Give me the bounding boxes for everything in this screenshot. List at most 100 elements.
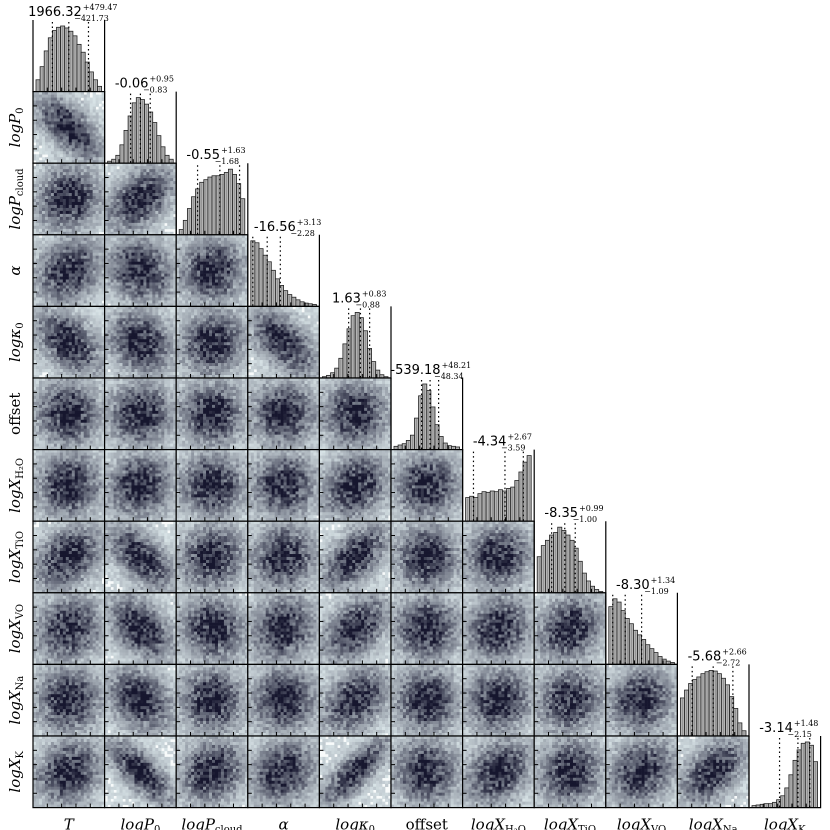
density-cell: [137, 249, 141, 253]
density-cell: [101, 199, 105, 203]
density-cell: [47, 267, 52, 271]
density-cell: [149, 261, 153, 265]
density-cell: [89, 201, 93, 206]
density-cell: [68, 175, 73, 179]
density-cell: [101, 366, 105, 370]
density-cell: [119, 291, 123, 295]
density-cell: [53, 103, 58, 107]
density-cell: [44, 199, 49, 203]
density-cell: [47, 243, 52, 248]
density-cell: [44, 306, 49, 310]
density-cell: [161, 342, 165, 346]
density-cell: [56, 372, 61, 376]
density-cell: [74, 225, 79, 230]
density-cell: [238, 312, 243, 316]
density-cell: [50, 115, 55, 119]
density-cell: [53, 264, 58, 268]
density-cell: [188, 297, 192, 301]
density-cell: [50, 112, 55, 116]
density-cell: [77, 91, 82, 95]
density-cell: [35, 115, 40, 119]
density-cell: [92, 133, 96, 137]
density-cell: [38, 109, 43, 113]
density-cell: [89, 321, 93, 325]
density-cell: [241, 312, 246, 316]
density-cell: [200, 234, 204, 239]
density-cell: [110, 264, 114, 268]
density-cell: [92, 312, 96, 316]
density-cell: [56, 300, 61, 304]
density-cell: [152, 324, 156, 328]
density-cell: [86, 187, 90, 191]
density-cell: [173, 175, 177, 179]
density-cell: [134, 216, 138, 221]
density-cell: [214, 309, 219, 313]
density-cell: [65, 199, 70, 203]
density-cell: [92, 115, 96, 119]
density-cell: [241, 237, 246, 242]
density-cell: [122, 225, 126, 230]
density-cell: [56, 196, 61, 200]
density-cell: [155, 294, 159, 298]
density-cell: [62, 157, 67, 161]
density-cell: [229, 297, 234, 301]
density-cell: [53, 133, 58, 137]
density-cell: [173, 297, 177, 301]
density-cell: [116, 246, 120, 251]
density-cell: [152, 163, 156, 167]
density-cell: [56, 157, 61, 161]
density-cell: [44, 91, 49, 95]
density-cell: [92, 267, 96, 271]
density-cell: [101, 375, 105, 379]
density-cell: [167, 300, 171, 304]
density-cell: [155, 210, 159, 215]
density-cell: [95, 258, 99, 262]
density-cell: [98, 276, 102, 280]
density-cell: [83, 118, 87, 122]
density-cell: [125, 366, 129, 370]
density-cell: [68, 172, 73, 176]
density-cell: [65, 139, 70, 143]
param-title-T: 1966.32+479.47 −421.73: [28, 3, 117, 23]
density-cell: [161, 207, 165, 212]
density-cell: [71, 363, 76, 367]
density-cell: [137, 321, 141, 325]
density-cell: [68, 154, 73, 158]
density-cell: [41, 351, 46, 355]
density-cell: [95, 148, 99, 152]
density-cell: [47, 336, 52, 340]
density-cell: [188, 306, 192, 310]
density-cell: [232, 291, 237, 295]
density-cell: [86, 351, 90, 355]
density-cell: [86, 154, 90, 158]
density-cell: [107, 363, 111, 367]
density-cell: [86, 228, 90, 233]
density-cell: [59, 169, 64, 173]
density-cell: [173, 261, 177, 265]
density-cell: [137, 267, 141, 271]
density-cell: [146, 169, 150, 173]
density-cell: [65, 291, 70, 295]
density-cell: [217, 249, 222, 253]
density-cell: [35, 219, 40, 224]
density-cell: [65, 91, 70, 95]
density-cell: [92, 339, 96, 343]
density-cell: [212, 252, 216, 256]
density-cell: [83, 306, 87, 310]
density-cell: [155, 172, 159, 176]
density-cell: [113, 240, 117, 245]
density-cell: [74, 321, 79, 325]
density-cell: [161, 169, 165, 173]
density-cell: [235, 234, 240, 239]
density-cell: [125, 240, 129, 245]
density-cell: [209, 294, 213, 298]
density-cell: [167, 169, 171, 173]
density-cell: [110, 234, 114, 239]
density-cell: [38, 249, 43, 253]
density-cell: [86, 354, 90, 358]
density-cell: [226, 285, 231, 289]
density-cell: [107, 169, 111, 173]
density-cell: [197, 276, 201, 280]
density-cell: [86, 100, 90, 104]
density-cell: [229, 261, 234, 265]
